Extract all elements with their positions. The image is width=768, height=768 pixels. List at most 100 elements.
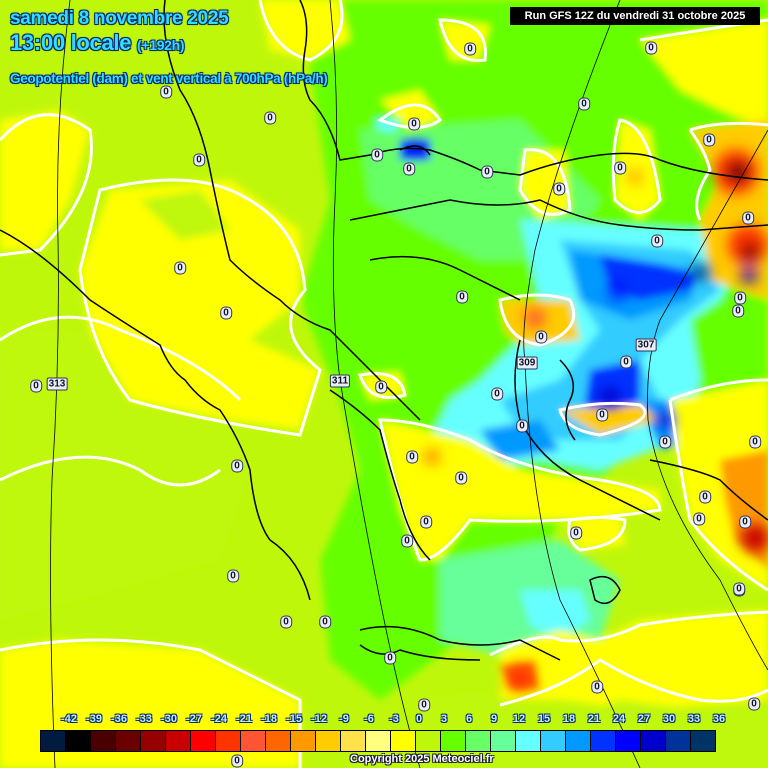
colorbar-swatch	[241, 731, 266, 751]
zero-contour-label: 0	[732, 304, 744, 318]
colorbar-tick: -36	[111, 713, 127, 725]
forecast-time: 13:00 locale (+192h)	[10, 30, 185, 56]
colorbar-tick: 12	[512, 713, 526, 725]
colorbar-tick: 33	[687, 713, 701, 725]
colorbar-swatch	[666, 731, 691, 751]
zero-contour-label: 0	[749, 435, 761, 449]
colorbar-swatch	[266, 731, 291, 751]
colorbar-tick: 0	[415, 713, 423, 725]
zero-contour-label: 0	[174, 261, 186, 275]
colorbar-tick: -9	[339, 713, 349, 725]
colorbar-swatch	[316, 731, 341, 751]
colorbar-swatch	[466, 731, 491, 751]
geopotential-label: 307	[635, 338, 657, 352]
forecast-lead-time: (+192h)	[136, 37, 185, 53]
forecast-time-text: 13:00 locale	[10, 30, 132, 55]
zero-contour-label: 0	[464, 42, 476, 56]
forecast-date: samedi 8 novembre 2025	[10, 8, 229, 29]
zero-contour-label: 0	[420, 515, 432, 529]
colorbar-swatch	[591, 731, 616, 751]
zero-contour-label: 0	[742, 211, 754, 225]
colorbar-tick: 27	[637, 713, 651, 725]
colorbar-swatch	[116, 731, 141, 751]
colorbar-tick: -3	[389, 713, 399, 725]
zero-contour-label: 0	[651, 234, 663, 248]
zero-contour-label: 0	[614, 161, 626, 175]
variable-description: Geopotentiel (dam) et vent vertical à 70…	[10, 71, 328, 86]
colorbar-swatch	[541, 731, 566, 751]
colorbar-tick: -12	[311, 713, 327, 725]
zero-contour-label: 0	[384, 651, 396, 665]
zero-contour-label: 0	[160, 85, 172, 99]
colorbar-tick: -30	[161, 713, 177, 725]
colorbar-swatch	[641, 731, 666, 751]
colorbar-tick: -15	[286, 713, 302, 725]
colorbar-swatch	[616, 731, 641, 751]
zero-contour-label: 0	[406, 450, 418, 464]
zero-contour-label: 0	[659, 435, 671, 449]
geopotential-label: 313	[46, 377, 68, 391]
colorbar-swatch	[441, 731, 466, 751]
zero-contour-label: 0	[418, 698, 430, 712]
colorbar-swatch	[366, 731, 391, 751]
colorbar-tick: -39	[86, 713, 102, 725]
colorbar-tick: 6	[465, 713, 473, 725]
zero-contour-label: 0	[645, 41, 657, 55]
colorbar-swatch	[491, 731, 516, 751]
colorbar-swatch	[566, 731, 591, 751]
zero-contour-label: 0	[455, 471, 467, 485]
zero-contour-label: 0	[491, 387, 503, 401]
zero-contour-label: 0	[481, 165, 493, 179]
zero-contour-label: 0	[620, 355, 632, 369]
colorbar-swatch	[91, 731, 116, 751]
colorbar-swatch	[341, 731, 366, 751]
zero-contour-label: 0	[748, 697, 760, 711]
colorbar-tick: -18	[261, 713, 277, 725]
colorbar-swatch	[291, 731, 316, 751]
zero-contour-label: 0	[264, 111, 276, 125]
geopotential-label: 309	[516, 356, 538, 370]
colorbar-swatch	[41, 731, 66, 751]
zero-contour-label: 0	[596, 408, 608, 422]
colorbar-tick-labels: -42 -39 -36 -33 -30 -27 -24 -21 -18 -15 -12 -9 -6 -3 0…	[40, 713, 740, 729]
coastlines-and-borders	[0, 0, 768, 661]
colorbar-tick: -21	[236, 713, 252, 725]
zero-contour-label: 0	[703, 133, 715, 147]
geopotential-label: 311	[329, 374, 351, 388]
zero-contour-label: 0	[693, 512, 705, 526]
zero-contour-label: 0	[591, 680, 603, 694]
zero-contour-label: 0	[456, 290, 468, 304]
zero-contour-label: 0	[227, 569, 239, 583]
colorbar-swatch	[66, 731, 91, 751]
colorbar-tick: 3	[440, 713, 448, 725]
colorbar-tick: 21	[587, 713, 601, 725]
colorbar-tick: 30	[662, 713, 676, 725]
colorbar-swatch	[141, 731, 166, 751]
model-run-label: Run GFS 12Z du vendredi 31 octobre 2025	[510, 7, 760, 25]
colorbar-tick: 24	[612, 713, 626, 725]
zero-contour-label: 0	[231, 754, 243, 768]
colorbar-swatch	[516, 731, 541, 751]
zero-contour-label: 0	[401, 534, 413, 548]
zero-contour-label: 0	[553, 182, 565, 196]
colorbar-swatch	[216, 731, 241, 751]
zero-contour-label: 0	[280, 615, 292, 629]
zero-contour-label: 0	[570, 526, 582, 540]
colorbar-swatch	[691, 731, 715, 751]
colorbar-tick: 36	[712, 713, 726, 725]
colorbar-tick: -24	[211, 713, 227, 725]
zero-contour-label: 0	[403, 162, 415, 176]
zero-contour-label: 0	[30, 379, 42, 393]
zero-contour-label: 0	[193, 153, 205, 167]
intense-cells	[410, 141, 768, 690]
colorbar-tick: 9	[490, 713, 498, 725]
zero-contour-label: 0	[231, 459, 243, 473]
zero-contour-label: 0	[699, 490, 711, 504]
zero-contour-label: 0	[408, 117, 420, 131]
zero-contour-label: 0	[734, 291, 746, 305]
colorbar-swatch	[391, 731, 416, 751]
colorbar-tick: -6	[364, 713, 374, 725]
zero-contour-label: 0	[371, 148, 383, 162]
